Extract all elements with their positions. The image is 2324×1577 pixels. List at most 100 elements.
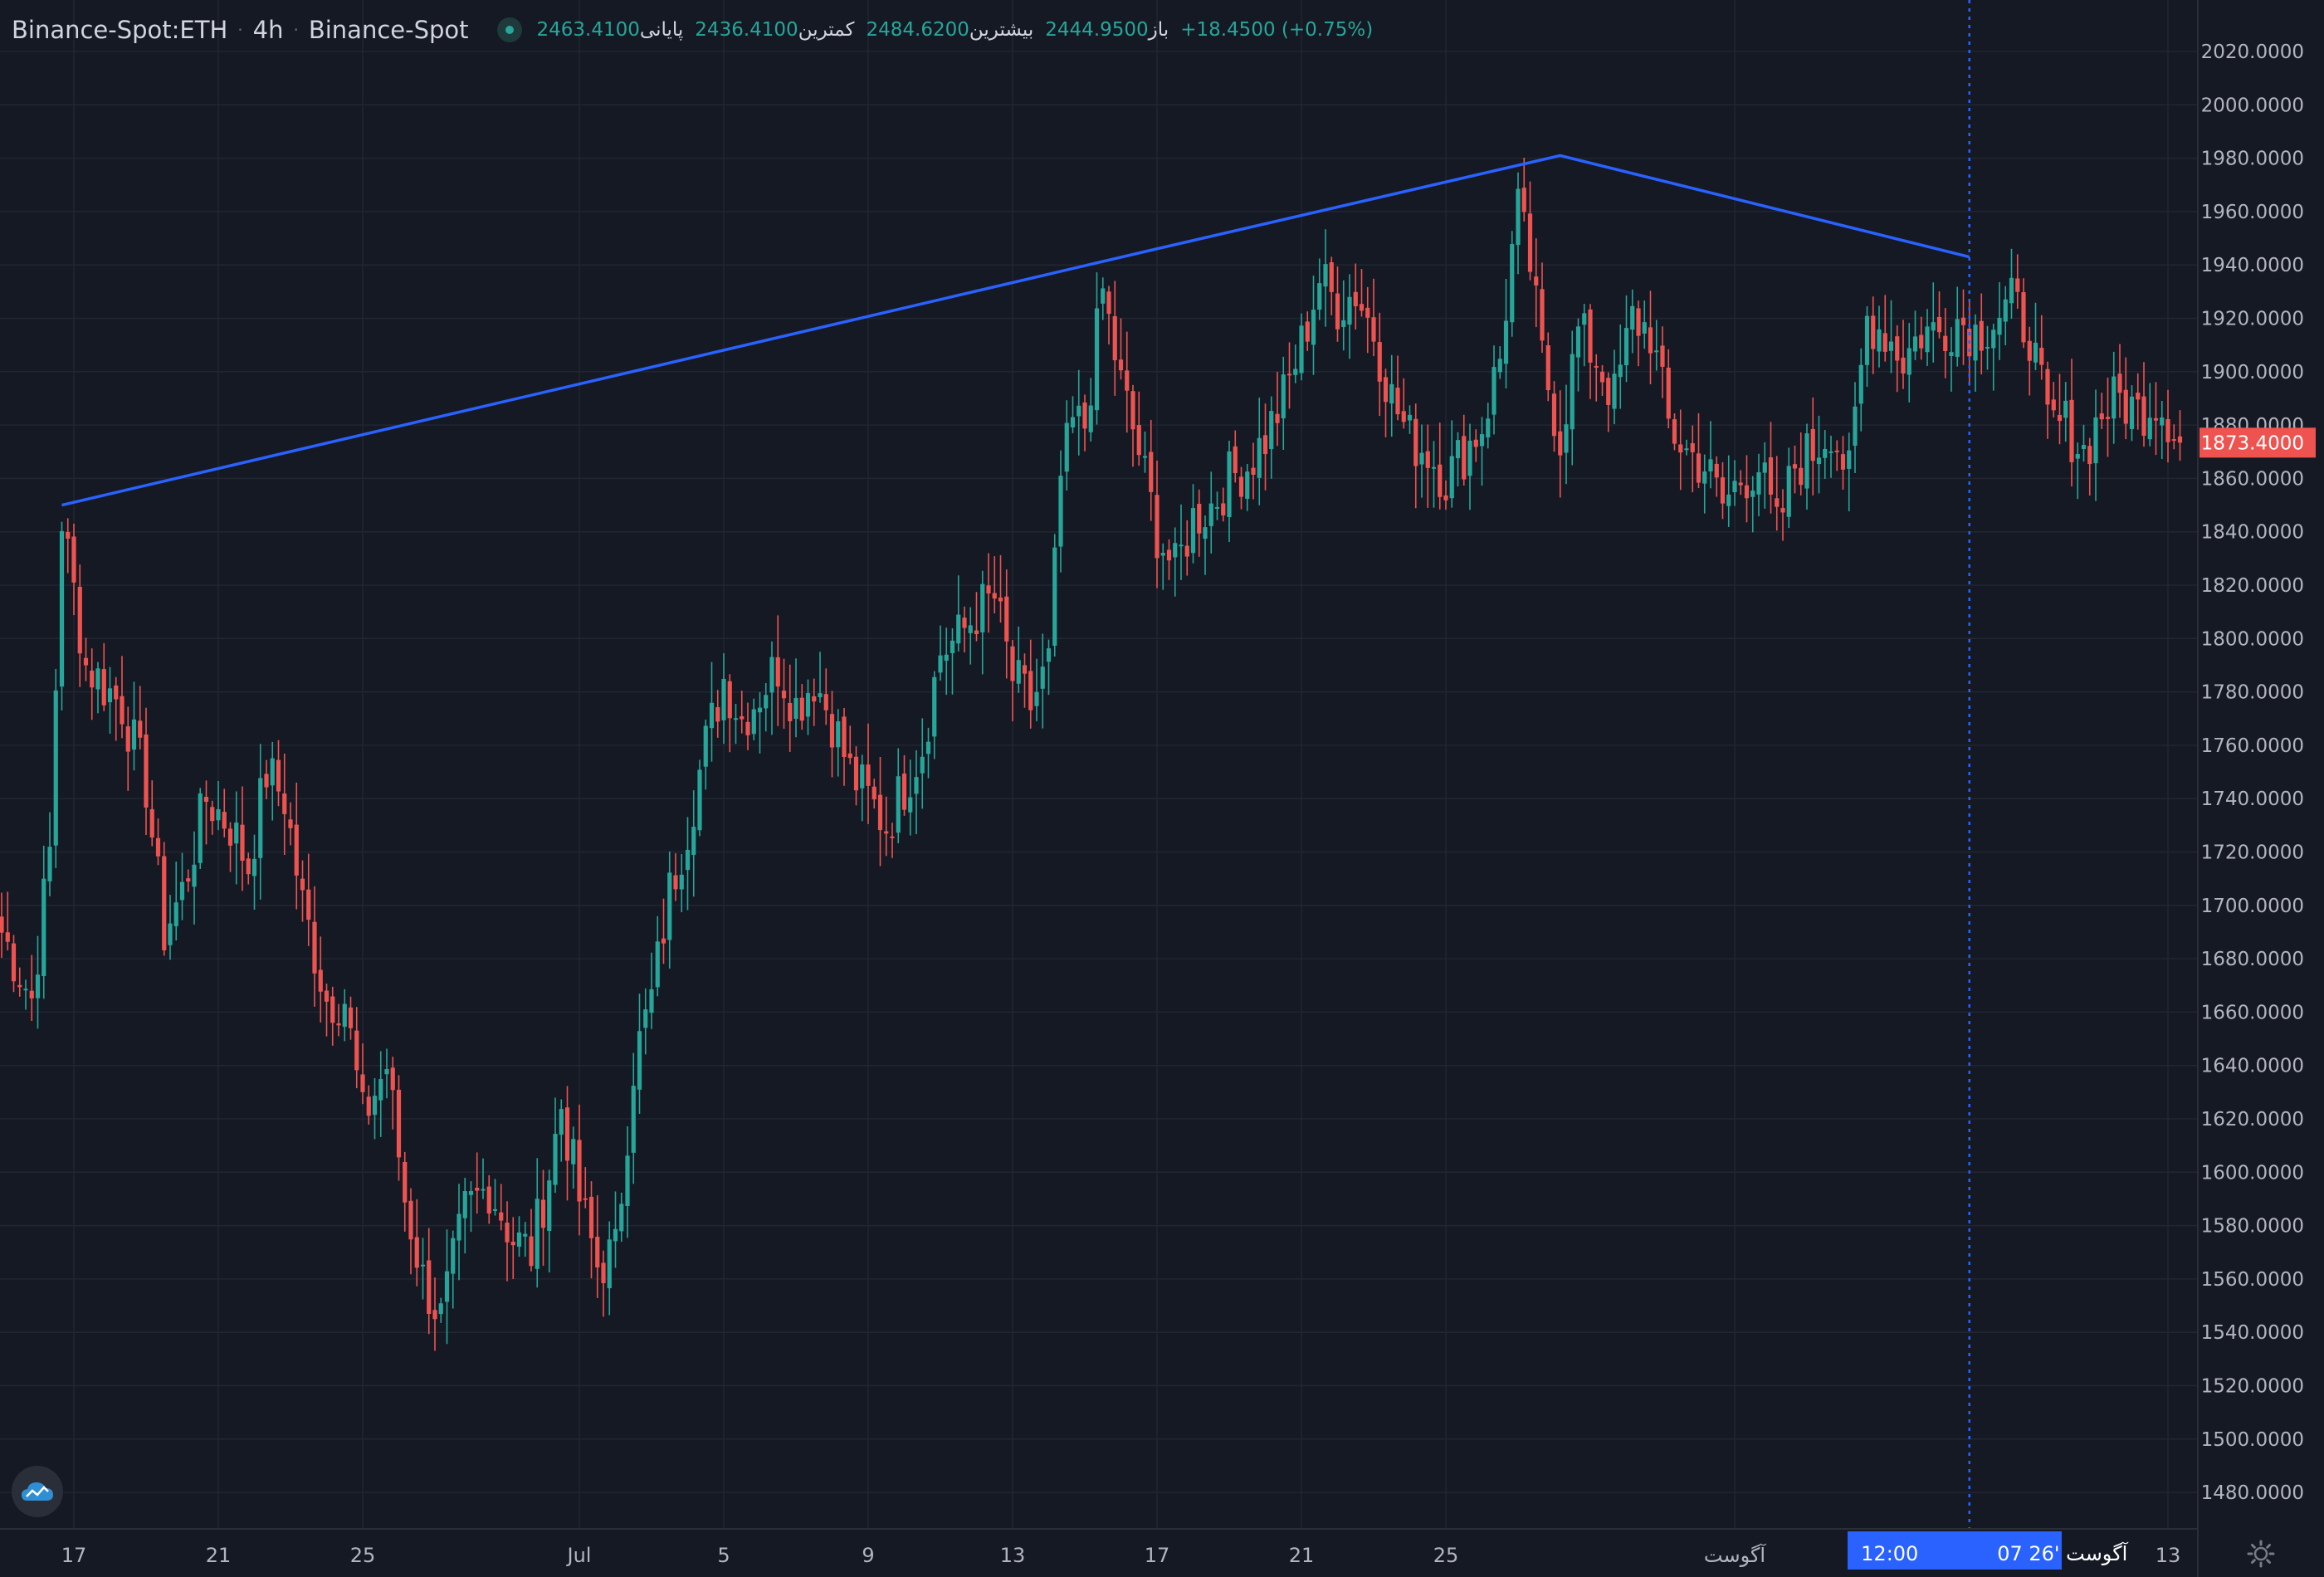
- candle-body: [1823, 448, 1828, 458]
- candle-body: [216, 808, 221, 821]
- candle-body: [475, 1188, 480, 1191]
- candle-body: [2123, 389, 2128, 424]
- price-axis[interactable]: 2020.0000 2000.0000 1980.0000 1960.0000 1940…: [2197, 0, 2316, 1577]
- candle-body: [1383, 377, 1389, 403]
- candle-body: [438, 1303, 443, 1315]
- candle-body: [974, 630, 979, 635]
- candle-body: [1395, 388, 1400, 415]
- candle-body: [23, 989, 28, 991]
- candle-body: [282, 793, 287, 814]
- candle-body: [288, 819, 293, 828]
- candle-body: [535, 1199, 540, 1269]
- candle-body: [138, 720, 143, 738]
- candle-body: [655, 941, 660, 988]
- price-tick-label: 1480.0000: [2201, 1482, 2304, 1504]
- candle-body: [980, 583, 985, 632]
- candle-body: [348, 1007, 354, 1028]
- candle-body: [1125, 370, 1130, 391]
- low-label: کمترین: [798, 19, 855, 41]
- gear-icon[interactable]: [2246, 1539, 2276, 1569]
- ohlc-close: پایانی2463.4100: [537, 19, 684, 41]
- candle-body: [234, 823, 239, 844]
- candle-body: [1492, 367, 1496, 415]
- candle-body: [1936, 316, 1942, 333]
- candle-body: [77, 587, 82, 654]
- candle-body: [998, 597, 1003, 602]
- candle-body: [1173, 543, 1178, 558]
- candle-body: [2021, 292, 2026, 343]
- candle-body: [884, 831, 889, 834]
- candle-body: [300, 878, 305, 891]
- candle-body: [901, 774, 907, 810]
- candle-body: [727, 681, 732, 719]
- candle-body: [1919, 334, 1924, 349]
- candle-body: [1112, 316, 1117, 361]
- candle-body: [661, 938, 666, 944]
- ohlc-open: باز2444.9500: [1045, 19, 1169, 41]
- chart-grid: [0, 0, 2198, 1529]
- candle-body: [1341, 320, 1346, 328]
- candle-body: [2063, 400, 2068, 418]
- symbol-name[interactable]: Binance-Spot:ETH: [12, 16, 228, 44]
- candle-body: [1756, 471, 1761, 495]
- candle-body: [553, 1134, 558, 1185]
- candle-body: [227, 828, 233, 846]
- price-tick-label: 1660.0000: [2201, 1002, 2304, 1023]
- candle-body: [492, 1208, 498, 1211]
- candle-body: [799, 697, 804, 721]
- candle-body: [420, 1264, 426, 1267]
- candle-body: [1443, 495, 1448, 500]
- candle-body: [1618, 364, 1623, 378]
- candle-body: [619, 1204, 624, 1232]
- candle-body: [168, 923, 173, 945]
- exchange-name: Binance-Spot: [308, 16, 469, 44]
- candle-body: [1130, 391, 1135, 430]
- candle-body: [336, 1023, 341, 1026]
- candle-body: [2093, 417, 2098, 464]
- candle-body: [2081, 445, 2087, 449]
- drawing-overlay[interactable]: [61, 0, 1970, 1529]
- candle-body: [1516, 188, 1521, 246]
- candle-body: [1545, 345, 1550, 391]
- candle-body: [1203, 527, 1208, 540]
- price-tick-label: 1840.0000: [2201, 522, 2304, 544]
- candle-body: [613, 1228, 618, 1242]
- candle-body: [408, 1200, 413, 1240]
- candle-body: [1058, 476, 1063, 547]
- candle-body: [1510, 244, 1515, 323]
- candle-body: [691, 827, 696, 855]
- candle-body: [120, 696, 124, 725]
- candle-body: [1901, 357, 1906, 374]
- candle-body: [468, 1190, 474, 1195]
- candle-body: [144, 734, 149, 808]
- candle-body: [1462, 436, 1467, 480]
- tradingview-cloud-icon[interactable]: [12, 1466, 63, 1517]
- candle-body: [1184, 545, 1189, 557]
- candle-body: [793, 697, 798, 720]
- candle-body: [643, 1009, 648, 1028]
- candle-body: [1732, 481, 1737, 492]
- candle-body: [1991, 330, 1996, 349]
- candle-body: [1540, 289, 1545, 341]
- candle-body: [1810, 428, 1815, 461]
- candle-body: [2087, 446, 2092, 465]
- candle-body: [547, 1180, 552, 1231]
- candle-body: [1804, 433, 1809, 489]
- candle-body: [1960, 317, 1966, 325]
- time-axis[interactable]: 17 21 25 Jul 5 9 13 17 21 25 آگوست 13 07 آگوست '26 12…: [0, 1528, 2198, 1570]
- price-tick-label: 1760.0000: [2201, 735, 2304, 757]
- candle-body: [1925, 326, 1930, 353]
- candle-body: [264, 774, 269, 788]
- candle-body: [294, 824, 299, 876]
- candle-body: [372, 1096, 378, 1116]
- interval-label[interactable]: 4h: [252, 16, 284, 44]
- time-tick-label: 13: [1000, 1544, 1026, 1567]
- last-price-label: 1873.4000: [2201, 432, 2304, 454]
- close-value: 2463.4100: [536, 19, 640, 41]
- time-tick-label: 17: [61, 1544, 87, 1567]
- candle-body: [1407, 414, 1413, 421]
- candle-body: [1768, 456, 1774, 495]
- candle-body: [2147, 417, 2152, 440]
- candle-body: [42, 878, 46, 977]
